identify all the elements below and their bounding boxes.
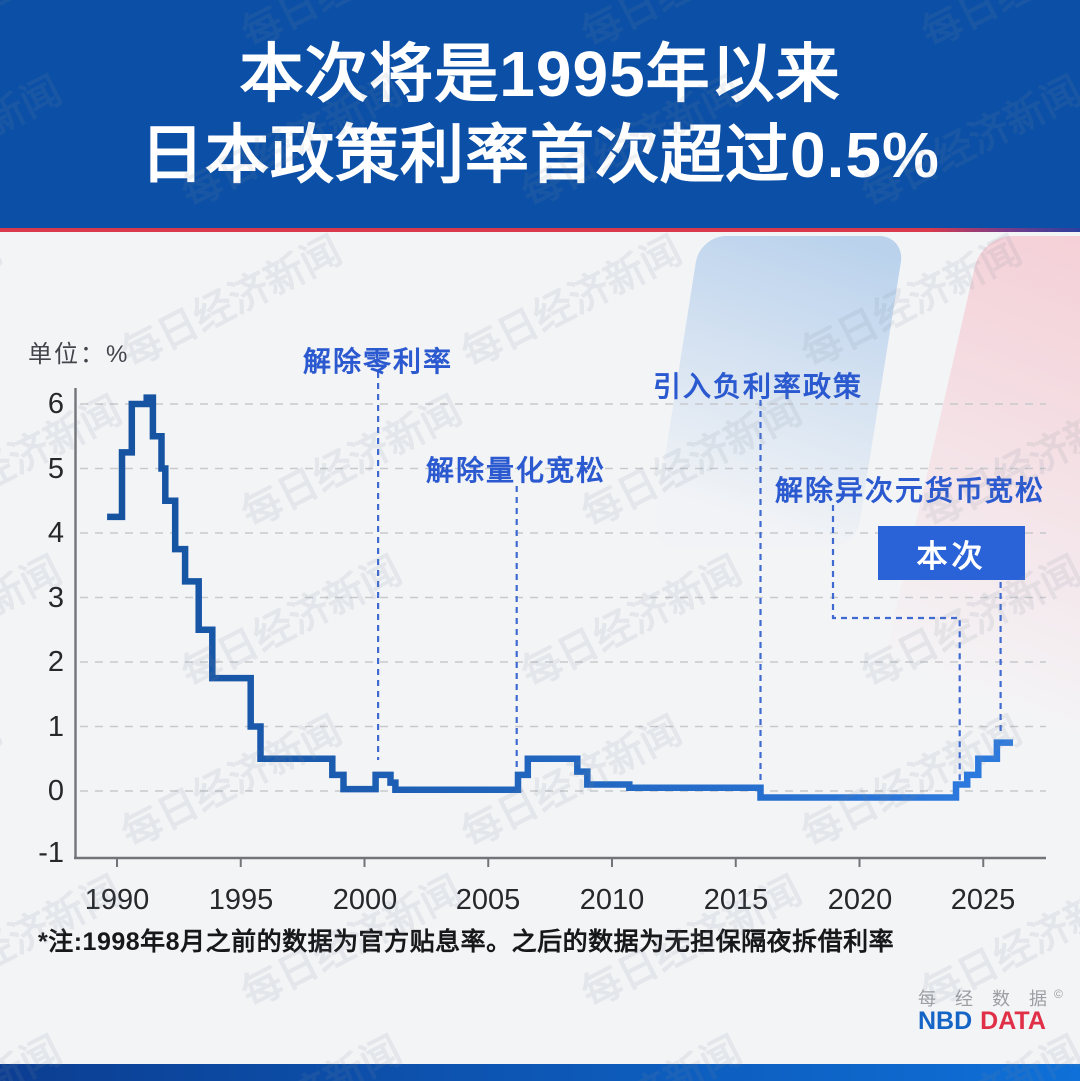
y-tick-3: 3 — [47, 582, 64, 614]
y-tick-4: 4 — [47, 517, 64, 549]
x-tick-2015: 2015 — [703, 884, 769, 916]
axes — [74, 388, 1046, 867]
copyright-mark: © — [1054, 987, 1063, 1001]
x-tick-2010: 2010 — [579, 884, 645, 916]
annotation-end-zero-rate: 解除零利率 — [303, 346, 454, 377]
title-line-1: 本次将是1995年以来 — [239, 38, 841, 110]
gridlines — [80, 403, 1046, 792]
x-tick-1995: 1995 — [208, 884, 274, 916]
brand-cn-text: 每 经 数 据 — [918, 989, 1055, 1009]
header-banner: 本次将是1995年以来 日本政策利率首次超过0.5% — [0, 0, 1080, 228]
rate-line — [107, 394, 1013, 801]
y-tick-1: 1 — [47, 711, 64, 743]
y-tick-6: 6 — [47, 388, 64, 420]
bottom-accent-bar — [0, 1064, 1080, 1081]
annotation-connector — [831, 505, 961, 784]
annotation-negative-rate: 引入负利率政策 — [653, 371, 864, 402]
policy-rate-line — [107, 394, 1013, 801]
x-tick-2005: 2005 — [455, 884, 521, 916]
title-line-2: 日本政策利率首次超过0.5% — [140, 119, 940, 191]
x-tick-1990: 1990 — [84, 884, 150, 916]
y-axis-unit-label: 单位：% — [28, 341, 130, 368]
annotation-end-dimension-easing: 解除异次元货币宽松 — [775, 475, 1046, 506]
header-underline — [0, 228, 1080, 232]
y-tick-5: 5 — [47, 453, 64, 485]
y-tick-neg1: -1 — [38, 837, 64, 869]
x-tick-2000: 2000 — [332, 884, 398, 916]
x-tick-2025: 2025 — [950, 884, 1016, 916]
y-tick-2: 2 — [47, 646, 64, 678]
brand-nbd: NBD — [918, 1007, 973, 1035]
annotation-end-qe: 解除量化宽松 — [426, 455, 607, 486]
page-title: 本次将是1995年以来 日本政策利率首次超过0.5% — [0, 34, 1080, 196]
y-tick-0: 0 — [47, 775, 64, 807]
annotation-connectors — [377, 372, 1002, 784]
footnote: *注:1998年8月之前的数据为官方贴息率。之后的数据为无担保隔夜拆借利率 — [38, 928, 895, 956]
brand-en: NBD DATA — [918, 1009, 1063, 1034]
brand-cn: 每 经 数 据© — [918, 984, 1063, 1009]
footer-brand: 每 经 数 据© NBD DATA — [918, 984, 1063, 1034]
brand-data: DATA — [980, 1007, 1046, 1035]
this-time-badge: 本次 — [878, 526, 1025, 580]
x-tick-2020: 2020 — [827, 884, 893, 916]
